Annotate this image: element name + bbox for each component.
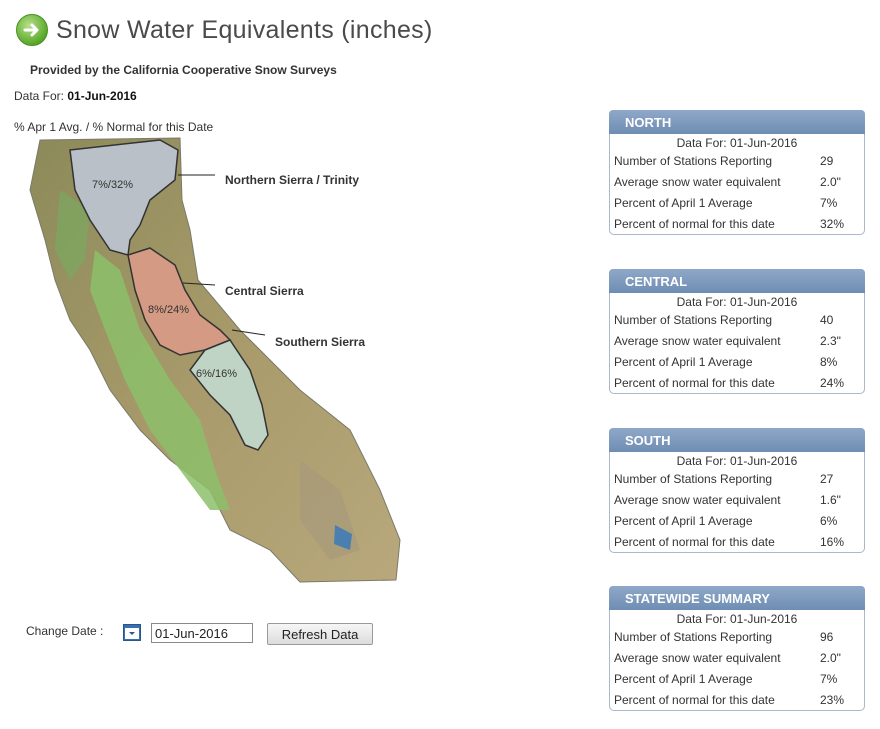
panel-table: Number of Stations Reporting 96 Average s… <box>614 626 860 710</box>
row-value: 2.0" <box>820 650 841 665</box>
table-row: Average snow water equivalent 2.0" <box>614 647 860 668</box>
central-leader-line <box>182 282 216 286</box>
table-row: Average snow water equivalent 1.6" <box>614 489 860 510</box>
northern-sierra-region <box>69 139 179 256</box>
row-value: 23% <box>820 692 845 707</box>
row-label: Percent of April 1 Average <box>614 195 753 210</box>
table-row: Number of Stations Reporting 96 <box>614 626 860 647</box>
data-for-date: 01-Jun-2016 <box>67 89 137 103</box>
panel-title: STATEWIDE SUMMARY <box>609 586 865 610</box>
region-pct-north: 7%/32% <box>92 179 133 191</box>
table-row: Percent of April 1 Average 6% <box>614 510 860 531</box>
panel-table: Number of Stations Reporting 27 Average s… <box>614 468 860 552</box>
table-row: Percent of April 1 Average 7% <box>614 192 860 213</box>
row-value: 24% <box>820 375 845 390</box>
page-title: Snow Water Equivalents (inches) <box>56 15 433 44</box>
row-value: 7% <box>820 195 838 210</box>
data-for-label: Data For: <box>14 89 65 103</box>
row-label: Percent of April 1 Average <box>614 513 753 528</box>
panel-north: NORTH Data For: 01-Jun-2016 Number of St… <box>609 110 865 235</box>
row-label: Percent of normal for this date <box>614 692 775 707</box>
page-header: Snow Water Equivalents (inches) <box>16 14 433 46</box>
map-legend-text: % Apr 1 Avg. / % Normal for this Date <box>14 120 214 134</box>
calendar-icon[interactable] <box>123 624 141 641</box>
region-label-north: Northern Sierra / Trinity <box>225 173 360 187</box>
table-row: Number of Stations Reporting 40 <box>614 309 860 330</box>
change-date-label: Change Date : <box>26 624 104 638</box>
region-pct-central: 8%/24% <box>148 304 189 316</box>
row-label: Percent of April 1 Average <box>614 671 753 686</box>
region-pct-south: 6%/16% <box>196 368 237 380</box>
southern-sierra-region <box>189 339 269 451</box>
row-value: 2.0" <box>820 174 841 189</box>
row-label: Number of Stations Reporting <box>614 629 773 644</box>
panel-date: Data For: 01-Jun-2016 <box>676 136 798 150</box>
row-label: Number of Stations Reporting <box>614 471 773 486</box>
row-label: Percent of normal for this date <box>614 534 775 549</box>
panel-title: CENTRAL <box>609 269 865 293</box>
row-label: Number of Stations Reporting <box>614 312 773 327</box>
table-row: Average snow water equivalent 2.0" <box>614 171 860 192</box>
row-value: 40 <box>820 312 834 327</box>
panel-central: CENTRAL Data For: 01-Jun-2016 Number of … <box>609 269 865 394</box>
table-row: Percent of April 1 Average 7% <box>614 668 860 689</box>
region-label-central: Central Sierra <box>225 284 304 298</box>
row-value: 32% <box>820 216 845 231</box>
panel-date: Data For: 01-Jun-2016 <box>676 295 798 309</box>
region-label-south: Southern Sierra <box>275 335 366 349</box>
california-map-graphic <box>29 137 401 583</box>
row-value: 16% <box>820 534 845 549</box>
panel-table: Number of Stations Reporting 29 Average s… <box>614 150 860 234</box>
row-label: Percent of normal for this date <box>614 216 775 231</box>
row-value: 2.3" <box>820 333 841 348</box>
row-label: Average snow water equivalent <box>614 492 781 507</box>
table-row: Average snow water equivalent 2.3" <box>614 330 860 351</box>
row-value: 29 <box>820 153 834 168</box>
row-value: 96 <box>820 629 834 644</box>
table-row: Percent of normal for this date 24% <box>614 372 860 393</box>
row-value: 6% <box>820 513 838 528</box>
panel-title: SOUTH <box>609 428 865 452</box>
panel-table: Number of Stations Reporting 40 Average s… <box>614 309 860 393</box>
panel-statewide-summary: STATEWIDE SUMMARY Data For: 01-Jun-2016 … <box>609 586 865 711</box>
panel-south: SOUTH Data For: 01-Jun-2016 Number of St… <box>609 428 865 553</box>
row-value: 1.6" <box>820 492 841 507</box>
row-label: Average snow water equivalent <box>614 174 781 189</box>
table-row: Number of Stations Reporting 29 <box>614 150 860 171</box>
table-row: Percent of normal for this date 23% <box>614 689 860 710</box>
provided-by-text: Provided by the California Cooperative S… <box>30 63 337 77</box>
date-input[interactable] <box>151 623 253 643</box>
south-leader-line <box>231 329 266 336</box>
table-row: Percent of April 1 Average 8% <box>614 351 860 372</box>
row-label: Number of Stations Reporting <box>614 153 773 168</box>
row-value: 8% <box>820 354 838 369</box>
panel-date: Data For: 01-Jun-2016 <box>676 454 798 468</box>
arrow-right-circle-icon <box>16 14 48 46</box>
row-value: 27 <box>820 471 834 486</box>
row-label: Percent of normal for this date <box>614 375 775 390</box>
row-label: Percent of April 1 Average <box>614 354 753 369</box>
refresh-data-button[interactable]: Refresh Data <box>267 623 373 645</box>
panel-title: NORTH <box>609 110 865 134</box>
data-for-line: Data For: 01-Jun-2016 <box>14 89 137 103</box>
row-label: Average snow water equivalent <box>614 333 781 348</box>
table-row: Percent of normal for this date 32% <box>614 213 860 234</box>
panel-date: Data For: 01-Jun-2016 <box>676 612 798 626</box>
table-row: Percent of normal for this date 16% <box>614 531 860 552</box>
table-row: Number of Stations Reporting 27 <box>614 468 860 489</box>
california-map: Northern Sierra / Trinity 7%/32% Central… <box>0 130 420 590</box>
row-label: Average snow water equivalent <box>614 650 781 665</box>
row-value: 7% <box>820 671 838 686</box>
